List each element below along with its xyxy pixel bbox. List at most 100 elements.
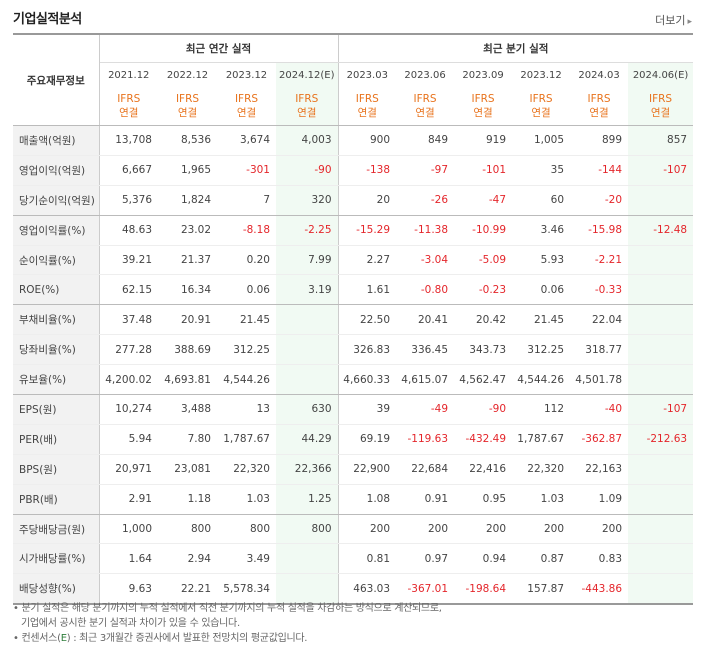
table-cell	[628, 245, 694, 276]
table-cell: 22,163	[570, 454, 629, 485]
table-cell: 22.21	[158, 573, 217, 606]
row-label: 영업이익률(%)	[13, 215, 100, 246]
row-label: 주당배당금(원)	[13, 514, 100, 545]
table-cell	[628, 514, 694, 545]
note-1-text: 분기 실적은 해당 분기까지의 누적 실적에서 직전 분기까지의 누적 실적을 …	[21, 603, 442, 614]
table-cell: 112	[512, 394, 571, 425]
period-header: 2023.09	[462, 69, 504, 81]
note-1-cont: 기업에서 공시한 분기 실적과 차이가 있을 수 있습니다.	[21, 618, 240, 629]
ifrs-label: IFRS	[587, 93, 611, 105]
table-cell: 900	[338, 125, 397, 156]
table-cell: 2.91	[99, 484, 158, 515]
table-cell: 2.94	[158, 543, 217, 575]
table-cell: 20.42	[454, 304, 513, 336]
period-header: 2023.06	[404, 69, 446, 81]
table-cell: 5.94	[99, 424, 158, 455]
more-link[interactable]: 더보기 ▸	[655, 12, 692, 28]
ifrs-header: IFRS 연결	[158, 87, 217, 126]
row-label: 당좌비율(%)	[13, 334, 100, 366]
table-cell: 20	[338, 185, 397, 216]
table-row: 주당배당금(원) 1,000 800 800 800 200 200 200 200 200	[13, 514, 694, 545]
table-cell: 13	[217, 394, 276, 425]
footnotes: • 분기 실적은 해당 분기까지의 누적 실적에서 직전 분기까지의 누적 실적…	[13, 601, 693, 646]
table-cell: 22.50	[338, 304, 397, 336]
ifrs-header: IFRS 연결	[512, 87, 571, 126]
period-header: 2024.12(E)	[276, 62, 339, 87]
label-header: 주요재무정보	[13, 33, 100, 126]
ifrs-header: IFRS 연결	[217, 87, 276, 126]
table-cell: 39	[338, 394, 397, 425]
table-cell: -107	[628, 155, 694, 186]
table-row: BPS(원) 20,971 23,081 22,320 22,366 22,900 22,6…	[13, 454, 694, 485]
table-cell: 919	[454, 125, 513, 156]
consolidated-label: 연결	[650, 107, 671, 119]
table-cell: 0.95	[454, 484, 513, 515]
note-2: • 컨센서스(E) : 최근 3개월간 증권사에서 발표한 전망치의 평균값입니…	[13, 633, 308, 644]
table-cell	[628, 543, 694, 575]
table-cell: 312.25	[512, 334, 571, 366]
table-cell: 7.99	[276, 245, 339, 276]
table-cell: 3,674	[217, 125, 276, 156]
period-header: 2024.03	[578, 69, 620, 81]
table-cell: 899	[570, 125, 629, 156]
note-1: • 분기 실적은 해당 분기까지의 누적 실적에서 직전 분기까지의 누적 실적…	[13, 603, 442, 614]
table-cell: -20	[570, 185, 629, 216]
table-cell: -367.01	[396, 573, 455, 606]
table-row: 영업이익(억원) 6,667 1,965 -301 -90 -138 -97 -101 35 -1…	[13, 155, 694, 186]
table-cell: -2.21	[570, 245, 629, 276]
note-2-pre: 컨센서스(	[21, 633, 61, 644]
row-label: 시가배당률(%)	[13, 543, 100, 575]
table-cell: 312.25	[217, 334, 276, 366]
table-cell: 200	[396, 514, 455, 545]
table-cell: 200	[338, 514, 397, 545]
annual-group-header: 최근 연간 실적	[99, 33, 339, 63]
table-cell: 4,660.33	[338, 364, 397, 396]
ifrs-label: IFRS	[529, 93, 553, 105]
period-header: 2022.12	[166, 69, 209, 81]
consolidated-label: 연결	[177, 107, 198, 119]
consolidated-label: 연결	[357, 107, 377, 119]
table-row: PBR(배) 2.91 1.18 1.03 1.25 1.08 0.91 0.95 1.03 1.…	[13, 484, 694, 515]
table-cell: 5,376	[99, 185, 158, 216]
row-label: PER(배)	[13, 424, 100, 455]
table-cell: 23.02	[158, 215, 217, 246]
table-cell: 318.77	[570, 334, 629, 366]
table-cell: 1.08	[338, 484, 397, 515]
table-cell: 3.19	[276, 274, 339, 306]
table-cell: 20.91	[158, 304, 217, 336]
table-cell: 4,544.26	[512, 364, 571, 396]
table-cell: -47	[454, 185, 513, 216]
table-cell: 22,900	[338, 454, 397, 485]
table-cell: -0.23	[454, 274, 513, 306]
table-cell: -10.99	[454, 215, 513, 246]
table-cell: 200	[570, 514, 629, 545]
table-row: 당좌비율(%) 277.28 388.69 312.25 326.83 336.45 343…	[13, 334, 694, 366]
table-cell: 1,787.67	[217, 424, 276, 455]
table-cell: 4,562.47	[454, 364, 513, 396]
table-cell: -301	[217, 155, 276, 186]
ifrs-label: IFRS	[413, 93, 437, 105]
table-cell: 388.69	[158, 334, 217, 366]
period-header: 2024.06(E)	[628, 62, 694, 87]
ifrs-header: IFRS 연결	[396, 87, 455, 126]
table-cell	[276, 543, 339, 575]
row-label: 영업이익(억원)	[13, 155, 100, 186]
table-cell	[276, 364, 339, 396]
table-cell: 4,501.78	[570, 364, 629, 396]
row-label: PBR(배)	[13, 484, 100, 515]
table-cell: 4,693.81	[158, 364, 217, 396]
ifrs-label: IFRS	[649, 93, 673, 105]
table-cell: 1.61	[338, 274, 397, 306]
table-cell: -432.49	[454, 424, 513, 455]
quarter-group-header: 최근 분기 실적	[338, 33, 694, 63]
table-cell: 800	[217, 514, 276, 545]
table-cell: 320	[276, 185, 339, 216]
table-cell: 0.20	[217, 245, 276, 276]
table-cell: -119.63	[396, 424, 455, 455]
table-cell	[276, 334, 339, 366]
ifrs-label: IFRS	[295, 93, 319, 105]
table-cell: -5.09	[454, 245, 513, 276]
table-cell: 37.48	[99, 304, 158, 336]
table-cell: 22,320	[512, 454, 571, 485]
table-cell: 3.49	[217, 543, 276, 575]
